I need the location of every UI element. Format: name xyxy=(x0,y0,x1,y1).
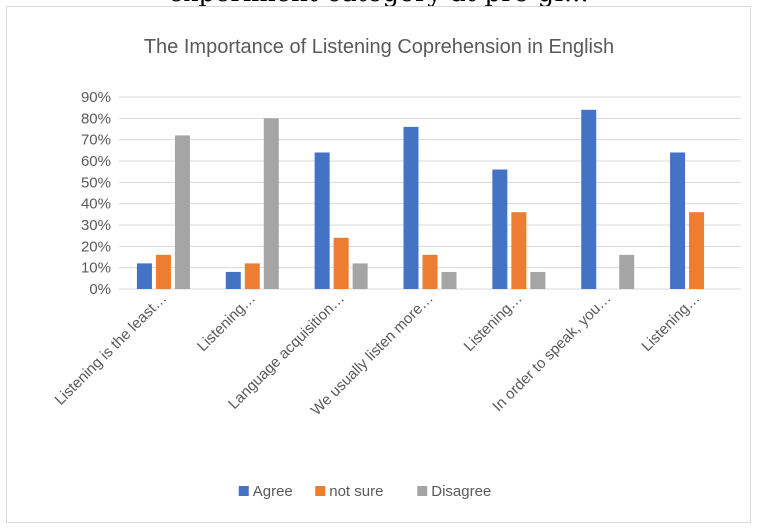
y-tick-label: 50% xyxy=(81,174,111,191)
y-tick-label: 30% xyxy=(81,217,111,234)
bar-disagree xyxy=(352,263,368,289)
bar-agree xyxy=(225,271,241,289)
x-tick-label: Listening… xyxy=(194,290,259,355)
bars xyxy=(136,109,705,289)
y-tick-label: 10% xyxy=(81,260,111,277)
chart-title: The Importance of Listening Coprehension… xyxy=(144,36,614,58)
bar-agree xyxy=(492,169,508,289)
gridlines xyxy=(119,96,741,290)
bar-disagree xyxy=(441,271,457,289)
bar-agree xyxy=(670,152,686,289)
y-tick-label: 80% xyxy=(81,110,111,127)
bar-agree xyxy=(403,126,419,289)
y-tick-label: 60% xyxy=(81,153,111,170)
bar-not-sure xyxy=(155,254,171,289)
bar-disagree xyxy=(174,135,190,289)
bar-not-sure xyxy=(333,237,349,289)
bar-not-sure xyxy=(511,212,527,289)
legend-label: Agree xyxy=(253,483,293,500)
x-tick-label: Listening… xyxy=(638,290,703,355)
chart-frame: The Importance of Listening Coprehension… xyxy=(6,6,751,523)
y-tick-label: 90% xyxy=(81,89,111,106)
y-tick-label: 40% xyxy=(81,196,111,213)
legend-swatch xyxy=(238,486,249,496)
partial-caption: experiment category at pre-gr... xyxy=(0,0,757,8)
x-tick-label: Listening is the least… xyxy=(52,290,171,409)
legend-label: Disagree xyxy=(431,483,491,500)
bar-not-sure xyxy=(244,263,260,289)
bar-not-sure xyxy=(689,212,705,289)
x-tick-label: Listening… xyxy=(461,290,526,355)
bar-disagree xyxy=(619,254,635,289)
bar-disagree xyxy=(530,271,546,289)
bar-disagree xyxy=(263,118,279,289)
legend-swatch xyxy=(417,486,428,496)
legend: Agree not sure Disagree xyxy=(238,483,491,500)
y-tick-label: 20% xyxy=(81,238,111,255)
x-axis-labels: Listening is the least… Listening…Languag… xyxy=(52,290,704,419)
bar-agree xyxy=(314,152,330,289)
bar-agree xyxy=(581,109,597,289)
y-tick-label: 0% xyxy=(89,281,111,298)
bar-chart: The Importance of Listening Coprehension… xyxy=(52,36,741,500)
y-tick-label: 70% xyxy=(81,132,111,149)
bar-agree xyxy=(136,263,152,289)
y-axis-ticks: 0% 10% 20% 30% 40% 50% 60% 70% 80% 90% xyxy=(81,89,111,298)
legend-swatch xyxy=(315,486,326,496)
legend-label: not sure xyxy=(329,483,383,500)
bar-not-sure xyxy=(422,254,438,289)
